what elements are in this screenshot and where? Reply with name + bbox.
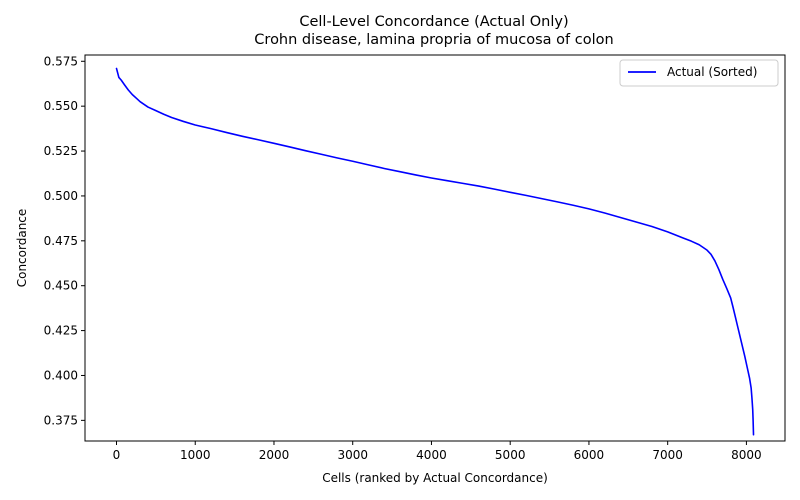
chart-title: Cell-Level Concordance (Actual Only) xyxy=(299,14,568,30)
legend-box xyxy=(619,59,779,87)
legend: Actual (Sorted) xyxy=(619,59,779,87)
y-axis-ticks: 0.375 0.400 0.425 0.450 0.475 0.500 0.525 0.550… xyxy=(44,54,85,427)
y-tick-label: 0.575 xyxy=(44,54,78,68)
y-tick-label: 0.475 xyxy=(44,234,78,248)
x-tick-label: 7000 xyxy=(652,448,683,462)
x-tick-label: 0 xyxy=(113,448,121,462)
x-tick-label: 8000 xyxy=(731,448,762,462)
x-tick-label: 6000 xyxy=(574,448,605,462)
chart-subtitle: Crohn disease, lamina propria of mucosa … xyxy=(254,32,613,48)
series-layer xyxy=(115,67,755,436)
x-axis-ticks: 0 1000 2000 3000 4000 5000 6000 7000 8000 xyxy=(113,441,762,462)
x-tick-label: 3000 xyxy=(337,448,368,462)
y-tick-label: 0.375 xyxy=(44,413,78,427)
x-tick-label: 2000 xyxy=(259,448,290,462)
y-tick-label: 0.525 xyxy=(44,144,78,158)
plot-frame xyxy=(84,54,786,442)
x-tick-label: 4000 xyxy=(416,448,447,462)
x-axis-label: Cells (ranked by Actual Concordance) xyxy=(322,471,548,485)
series-line-actual-sorted xyxy=(115,67,755,436)
legend-label: Actual (Sorted) xyxy=(667,65,757,79)
y-tick-label: 0.400 xyxy=(44,368,78,382)
y-tick-label: 0.500 xyxy=(44,189,78,203)
y-tick-label: 0.450 xyxy=(44,279,78,293)
y-tick-label: 0.550 xyxy=(44,99,78,113)
y-tick-label: 0.425 xyxy=(44,324,78,338)
x-tick-label: 5000 xyxy=(495,448,526,462)
y-axis-label: Concordance xyxy=(15,209,29,288)
x-tick-label: 1000 xyxy=(180,448,211,462)
